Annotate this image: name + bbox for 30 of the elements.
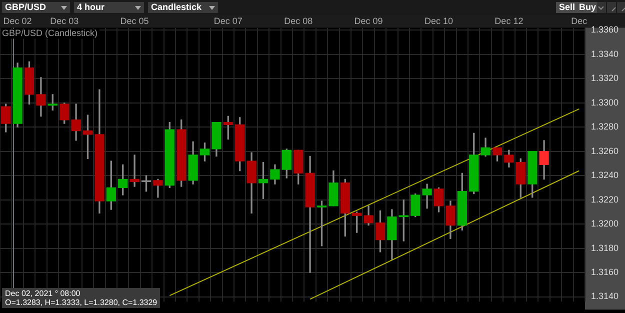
text: Candlestick	[148, 2, 218, 13]
y-tick-label: 1.3260	[591, 146, 619, 156]
x-tick-label: Dec 07	[214, 16, 242, 26]
text: GBP/USD	[2, 2, 70, 13]
y-tick-label: 1.3200	[591, 218, 619, 229]
x-tick-label: Dec 08	[284, 16, 313, 26]
text: Sell	[556, 2, 578, 13]
y-tick-label: 1.3220	[591, 194, 619, 204]
y-tick-label: 1.3280	[591, 122, 619, 132]
x-tick-label: Dec 05	[120, 16, 149, 26]
y-tick-label: 1.3180	[591, 242, 619, 253]
y-tick-label: 1.3340	[591, 48, 619, 59]
text: 4 hour	[74, 2, 144, 13]
y-tick-label: 1.3360	[591, 24, 619, 35]
x-tick-label: Dec 03	[50, 16, 79, 26]
text: Buy	[576, 2, 600, 13]
chart-title: GBP/USD (Candlestick)	[2, 28, 98, 38]
y-tick-label: 1.3160	[591, 267, 619, 278]
x-tick-label: Dec 10	[424, 16, 454, 26]
annotation: Dec 02, 2021 ° 08:00	[5, 289, 82, 298]
y-tick-label: 1.3320	[591, 73, 619, 84]
x-tick-label: Dec 12	[494, 16, 524, 26]
y-tick-label: 1.3140	[591, 291, 619, 302]
annotation: O=1.3283, H=1.3333, L=1.3280, C=1.3329	[5, 298, 158, 307]
x-tick-label: Dec 09	[354, 16, 383, 26]
x-tick-label: Dec 02	[3, 16, 32, 26]
y-tick-label: 1.3240	[591, 170, 619, 180]
candlestick	[130, 154, 140, 187]
y-tick-label: 1.3300	[591, 97, 619, 108]
x-tick-label: Dec	[571, 16, 588, 26]
